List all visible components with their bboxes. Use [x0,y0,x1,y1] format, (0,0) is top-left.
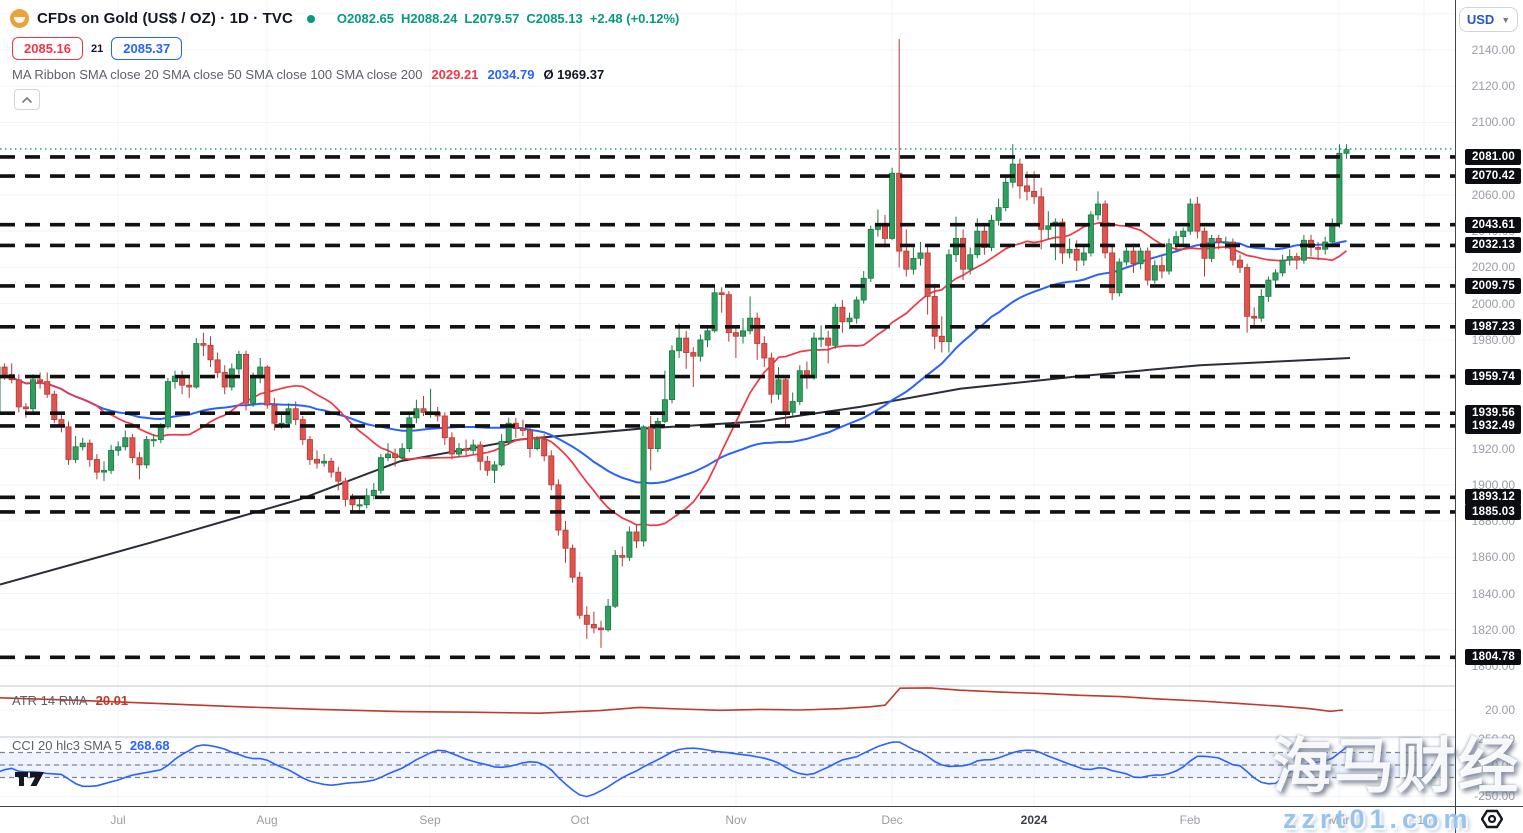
price-level-badge: 1885.03 [1465,503,1521,520]
currency-toggle-button[interactable]: USD ▼ [1459,7,1518,32]
sell-price-button[interactable]: 2085.16 [12,37,83,60]
tradingview-logo[interactable] [14,770,46,788]
cci-indicator-label[interactable]: CCI 20 hlc3 SMA 5 [12,738,122,753]
price-tick: 2000.00 [1471,296,1515,311]
time-tick: 19 [1417,813,1431,827]
ma-sma20-value: 2029.21 [431,67,479,82]
price-tick: 1980.00 [1471,332,1515,347]
time-tick: Mar [1328,813,1350,827]
buy-price-button[interactable]: 2085.37 [111,37,183,60]
ma-avg-value: Ø 1969.37 [543,67,605,82]
gear-icon[interactable] [1481,809,1503,829]
chevron-down-icon: ▼ [1501,14,1511,25]
price-level-badge: 2070.42 [1465,168,1521,185]
time-axis[interactable]: Jul Aug Sep Oct Nov Dec 2024 Feb Mar 19 [0,806,1523,833]
ohlc-change: +2.48 (+0.12%) [589,11,680,26]
price-level-badge: 2081.00 [1465,148,1521,165]
price-tick: 2140.00 [1471,43,1515,57]
price-tick: 1820.00 [1471,622,1515,637]
time-tick: Nov [725,813,747,827]
chevron-up-icon [22,96,32,103]
cci-tick: -250.00 [1474,789,1515,804]
price-tick: 2060.00 [1471,187,1515,202]
price-tick: 1860.00 [1471,550,1515,565]
price-level-badge: 1987.23 [1465,318,1521,335]
axis-settings-corner [1455,807,1523,833]
price-level-badge: 1893.12 [1465,489,1521,506]
price-tick: 1900.00 [1471,477,1515,492]
price-tick: 1840.00 [1471,586,1515,601]
time-tick: Oct [570,813,590,827]
collapse-indicators-button[interactable] [14,89,40,110]
price-level-badge: 2043.61 [1465,216,1521,233]
time-tick: Feb [1179,813,1201,827]
currency-label: USD [1466,12,1495,27]
time-tick: 2024 [1020,813,1048,827]
price-level-badge: 1959.74 [1465,368,1521,385]
spread-value: 21 [91,42,104,55]
atr-tick: 20.00 [1484,703,1515,717]
atr-indicator-label[interactable]: ATR 14 RMA [12,693,88,708]
price-level-badge: 1939.56 [1465,405,1521,422]
time-tick: Dec [881,813,903,827]
ohlc-low: L2079.57 [464,11,520,26]
ohlc-open: O2082.65 [336,11,395,26]
price-tick: 1920.00 [1471,441,1515,456]
market-open-dot-icon [306,14,315,23]
price-axis[interactable]: USD ▼ 2140.002120.002100.002060.002040.0… [1455,0,1523,833]
time-tick: Jul [110,813,126,827]
ma-ribbon-label[interactable]: MA Ribbon SMA close 20 SMA close 50 SMA … [12,67,423,82]
ohlc-high: H2088.24 [401,11,458,26]
price-level-badge: 1804.78 [1465,649,1521,666]
ma-sma50-value: 2034.79 [487,67,535,82]
price-level-badge: 1932.49 [1465,417,1521,434]
cci-indicator-value: 268.68 [129,738,170,753]
ohlc-close: C2085.13 [526,11,583,26]
gold-symbol-icon [10,9,29,28]
cci-tick: 250.00 [1478,732,1515,746]
cci-tick: 0.00 [1491,758,1515,772]
symbol-title[interactable]: CFDs on Gold (US$ / OZ) · 1D · TVC [37,10,293,27]
price-tick: 2020.00 [1471,260,1515,275]
time-tick: Aug [256,813,278,827]
ohlc-readout: O2082.65 H2088.24 L2079.57 C2085.13 +2.4… [337,11,679,26]
time-tick: Sep [419,813,441,827]
price-tick: 2120.00 [1471,79,1515,94]
price-tick: 2100.00 [1471,115,1515,130]
atr-indicator-value: 20.01 [95,693,129,708]
price-level-badge: 2009.75 [1465,277,1521,294]
price-level-badge: 2032.13 [1465,237,1521,254]
